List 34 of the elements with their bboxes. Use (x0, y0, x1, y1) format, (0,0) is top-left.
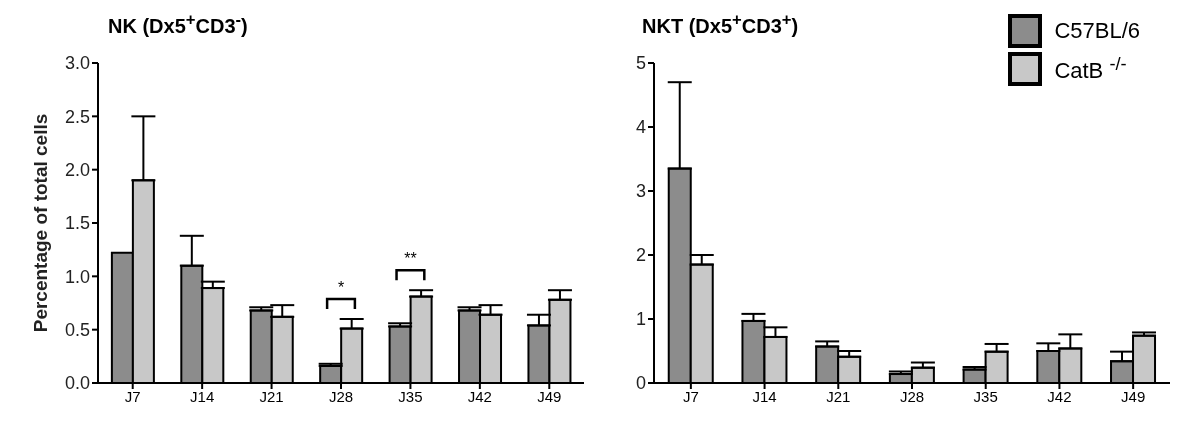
y-tick-label: 2 (635, 245, 646, 266)
legend-label: CatB $^{-/-}$ (1054, 53, 1127, 85)
y-tick-label: 3.0 (64, 53, 90, 74)
x-tick-label: J7 (682, 387, 699, 405)
y-tick-label: 5 (635, 53, 646, 74)
y-tick-label: 1.5 (64, 213, 90, 234)
annotation: ** (404, 250, 417, 268)
chart-title: NK (Dx5$^{+}$CD3$^{-}$) (108, 10, 248, 38)
x-tick-label: J49 (537, 387, 562, 405)
x-tick-label: J7 (124, 387, 141, 405)
y-tick-label: 2.0 (64, 160, 90, 181)
x-tick-label: J49 (1121, 387, 1146, 405)
y-tick-label: 3 (635, 181, 646, 202)
y-axis-title: Percentage of total cells (29, 113, 51, 333)
x-tick-label: J35 (973, 387, 998, 405)
y-tick-label: 0.5 (64, 320, 90, 341)
x-tick-label: J21 (826, 387, 851, 405)
annotation: * (337, 279, 345, 296)
x-tick-label: J28 (899, 387, 925, 405)
chart-title: NKT (Dx5$^{+}$CD3$^{+}$) (642, 10, 799, 38)
y-tick-label: 0.0 (64, 373, 90, 394)
y-tick-label: 1 (635, 309, 646, 330)
x-tick-label: J42 (1047, 387, 1072, 405)
y-tick-label: 2.5 (64, 106, 90, 127)
x-tick-label: J21 (259, 387, 284, 405)
x-tick-label: J42 (467, 387, 492, 405)
y-tick-label: 0 (635, 373, 646, 394)
y-tick-label: 1.0 (64, 266, 90, 287)
x-tick-label: J14 (752, 387, 777, 405)
x-tick-label: J28 (328, 387, 354, 405)
y-tick-label: 4 (635, 117, 646, 138)
x-tick-label: J35 (398, 387, 423, 405)
x-tick-label: J14 (190, 387, 215, 405)
legend-label: C57BL/6 (1054, 18, 1140, 44)
